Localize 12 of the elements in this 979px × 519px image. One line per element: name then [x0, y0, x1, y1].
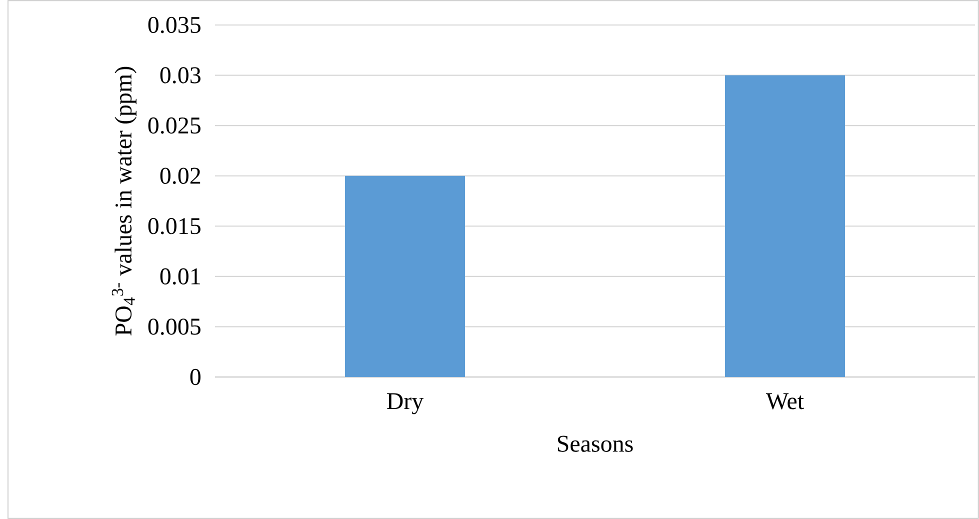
y-tick-label: 0.02 — [160, 168, 200, 184]
y-tick-label: 0.025 — [148, 117, 200, 134]
y-tick-label: 0.005 — [148, 318, 200, 335]
y-tick-label: 0.035 — [148, 16, 200, 34]
y-axis-title: PO$_{4}$$^{3-}$ values in water (ppm) — [112, 66, 136, 336]
x-axis-title: Seasons — [558, 436, 633, 452]
y-tick-label: 0.01 — [160, 268, 200, 285]
y-tick-label: 0.03 — [160, 67, 200, 84]
y-tick-label: 0 — [190, 368, 200, 386]
y-tick-label: 0.015 — [148, 218, 200, 234]
x-tick-label: Dry — [387, 393, 424, 414]
x-tick-label: Wet — [766, 393, 804, 410]
